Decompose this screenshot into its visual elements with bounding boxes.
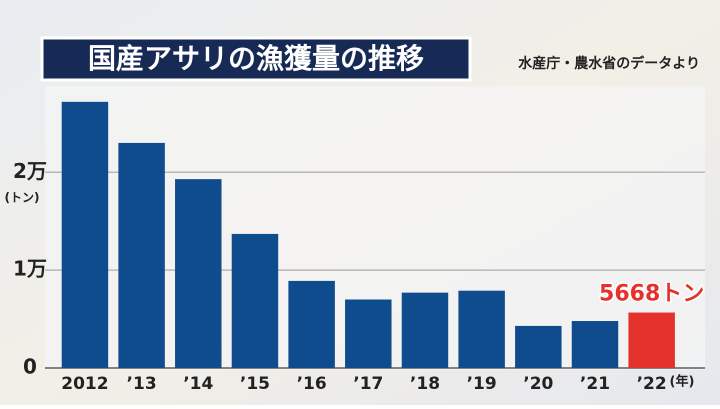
title-box [40,36,472,82]
x-tick-label: ’17 [353,374,383,394]
bar [288,280,335,368]
bar [515,325,562,368]
x-tick-label: ’19 [467,374,497,394]
bar [458,290,505,368]
bar [401,292,449,368]
x-tick-label: ’14 [183,374,213,394]
bar [571,321,619,368]
bar [175,179,222,368]
x-tick-label: ’21 [580,374,610,394]
bar [61,101,109,368]
x-tick-label: ’18 [410,374,440,394]
x-tick-label: ’13 [127,374,157,394]
x-tick-label: ’22 [637,374,667,394]
x-tick-label: 2012 [61,374,108,394]
chart-title: 国産アサリの漁獲量の推移 [88,42,424,75]
value-label: 5668トン [599,282,704,307]
bar [345,299,392,368]
x-tick-label: ’15 [240,374,270,394]
y-tick-label: 1万 [13,257,47,281]
bar [231,233,279,368]
y-tick-label: 0 [23,355,37,379]
y-unit: (トン) [5,191,40,205]
x-tick-label: ’20 [523,374,553,394]
bar [628,312,675,368]
y-tick-label: 2万 [13,159,47,183]
x-tick-label: ’16 [297,374,327,394]
bar [118,142,165,368]
x-unit: (年) [670,374,695,390]
source: 水産庁・農水省のデータより [518,55,700,72]
